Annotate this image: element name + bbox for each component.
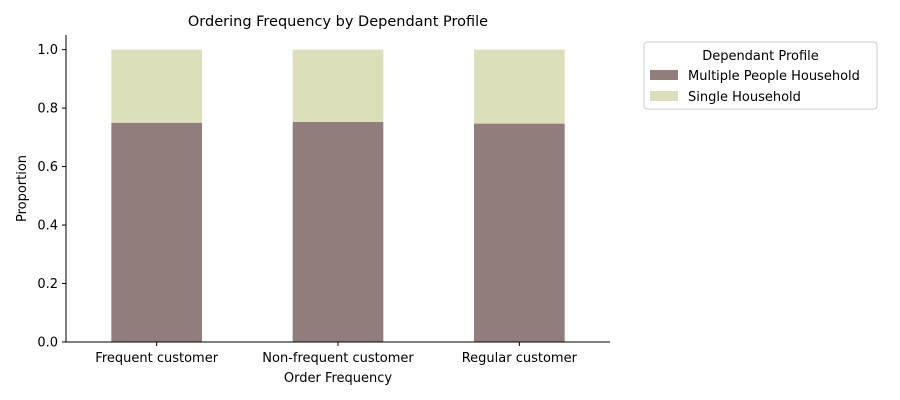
- legend-label-single: Single Household: [688, 90, 801, 105]
- bar-single-0: [111, 49, 202, 123]
- y-tick-label: 0.8: [37, 102, 58, 117]
- bar-multiple-1: [292, 121, 384, 342]
- y-tick-label: 1.0: [37, 43, 58, 58]
- bar-single-1: [292, 49, 384, 122]
- bar-single-2: [474, 49, 565, 124]
- x-tick-label: Non-frequent customer: [262, 351, 414, 366]
- x-axis-ticks: Frequent customer Non-frequent customer Re…: [95, 342, 578, 366]
- bar-multiple-0: [111, 122, 202, 342]
- y-tick-label: 0.6: [37, 160, 58, 175]
- legend-label-multiple: Multiple People Household: [688, 69, 860, 84]
- legend-swatch-multiple: [650, 70, 678, 80]
- legend-items: Multiple People Household Single Househol…: [650, 69, 860, 105]
- y-axis-ticks: 0.0 0.2 0.4 0.6 0.8 1.0: [37, 43, 66, 351]
- y-tick-label: 0.0: [37, 336, 58, 351]
- legend-swatch-single: [650, 91, 678, 101]
- x-tick-label: Frequent customer: [95, 351, 218, 366]
- y-tick-label: 0.4: [37, 219, 58, 234]
- plot-area: [111, 49, 565, 342]
- y-axis-label: Proportion: [15, 155, 30, 222]
- chart-title: Ordering Frequency by Dependant Profile: [188, 14, 488, 30]
- legend-title: Dependant Profile: [702, 49, 819, 64]
- bar-multiple-2: [474, 123, 565, 342]
- legend: Dependant Profile Multiple People Househ…: [643, 41, 878, 110]
- x-tick-label: Regular customer: [462, 351, 578, 366]
- x-axis-label: Order Frequency: [284, 371, 393, 386]
- y-tick-label: 0.2: [37, 277, 58, 292]
- legend-frame: [643, 41, 878, 110]
